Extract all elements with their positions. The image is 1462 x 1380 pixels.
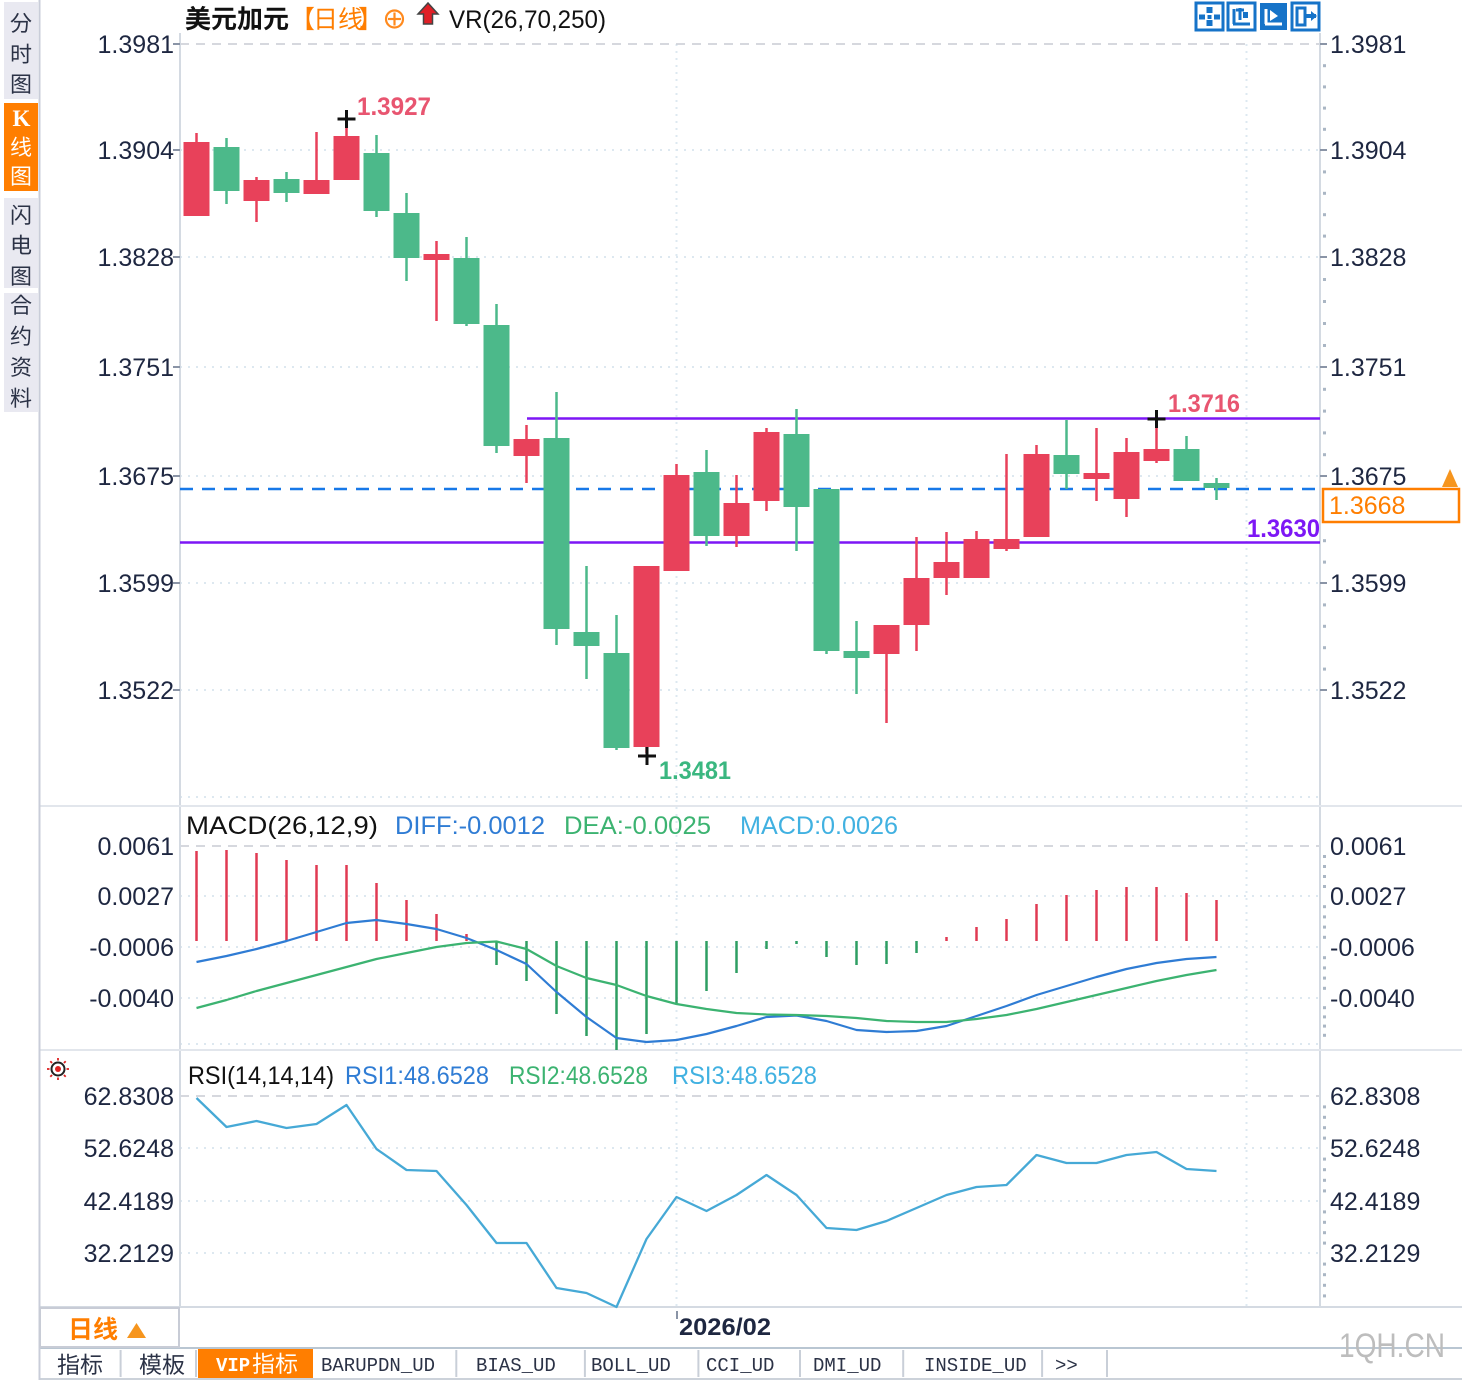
svg-text:0.0061: 0.0061	[98, 833, 174, 861]
svg-text:RSI2:48.6528: RSI2:48.6528	[509, 1062, 648, 1090]
svg-text:1.3668: 1.3668	[1329, 492, 1405, 520]
svg-text:K: K	[13, 106, 31, 131]
svg-text:1.3630: 1.3630	[1247, 515, 1320, 543]
svg-text:1.3522: 1.3522	[1330, 677, 1406, 705]
svg-text:52.6248: 52.6248	[1330, 1135, 1420, 1163]
svg-text:CCI_UD: CCI_UD	[706, 1355, 774, 1377]
svg-text:BARUPDN_UD: BARUPDN_UD	[321, 1355, 435, 1377]
svg-text:1.3751: 1.3751	[98, 354, 174, 382]
svg-text:42.4189: 42.4189	[1330, 1188, 1420, 1216]
svg-text:1.3522: 1.3522	[98, 677, 174, 705]
svg-text:>>: >>	[1055, 1355, 1078, 1377]
svg-text:MACD(26,12,9): MACD(26,12,9)	[186, 812, 378, 840]
svg-text:1.3675: 1.3675	[98, 463, 174, 491]
svg-text:52.6248: 52.6248	[84, 1135, 174, 1163]
svg-text:VIP: VIP	[216, 1355, 250, 1377]
svg-text:32.2129: 32.2129	[84, 1240, 174, 1268]
svg-text:0.0027: 0.0027	[98, 883, 174, 911]
svg-text:0.0027: 0.0027	[1330, 883, 1406, 911]
svg-text:0.0061: 0.0061	[1330, 833, 1406, 861]
svg-text:1.3751: 1.3751	[1330, 354, 1406, 382]
svg-text:-0.0006: -0.0006	[1330, 934, 1415, 962]
svg-text:-0.0040: -0.0040	[89, 985, 174, 1013]
svg-text:RSI1:48.6528: RSI1:48.6528	[345, 1062, 489, 1090]
svg-text:1.3599: 1.3599	[1330, 570, 1406, 598]
svg-text:DMI_UD: DMI_UD	[813, 1355, 881, 1377]
svg-text:1.3716: 1.3716	[1168, 390, 1240, 418]
svg-text:-0.0040: -0.0040	[1330, 985, 1415, 1013]
svg-text:1.3675: 1.3675	[1330, 463, 1406, 491]
svg-text:BIAS_UD: BIAS_UD	[476, 1355, 556, 1377]
svg-text:62.8308: 62.8308	[1330, 1083, 1420, 1111]
svg-text:32.2129: 32.2129	[1330, 1240, 1420, 1268]
svg-text:BOLL_UD: BOLL_UD	[591, 1355, 671, 1377]
svg-text:2026/02: 2026/02	[679, 1314, 771, 1341]
svg-text:DEA:-0.0025: DEA:-0.0025	[564, 812, 711, 840]
svg-text:1QH.CN: 1QH.CN	[1339, 1327, 1445, 1365]
svg-text:MACD:0.0026: MACD:0.0026	[740, 812, 898, 840]
svg-text:1.3904: 1.3904	[98, 137, 175, 165]
svg-text:1.3828: 1.3828	[98, 244, 174, 272]
svg-text:1.3904: 1.3904	[1330, 137, 1407, 165]
svg-text:RSI(14,14,14): RSI(14,14,14)	[188, 1062, 334, 1090]
svg-text:62.8308: 62.8308	[84, 1083, 174, 1111]
svg-text:1.3828: 1.3828	[1330, 244, 1406, 272]
svg-text:1.3481: 1.3481	[659, 757, 731, 785]
svg-text:DIFF:-0.0012: DIFF:-0.0012	[395, 812, 545, 840]
svg-text:VR(26,70,250): VR(26,70,250)	[449, 6, 606, 34]
svg-text:1.3599: 1.3599	[98, 570, 174, 598]
svg-text:-0.0006: -0.0006	[89, 934, 174, 962]
svg-text:42.4189: 42.4189	[84, 1188, 174, 1216]
svg-text:RSI3:48.6528: RSI3:48.6528	[672, 1062, 817, 1090]
svg-text:1.3927: 1.3927	[357, 93, 431, 121]
svg-text:1.3981: 1.3981	[98, 31, 174, 59]
svg-text:1.3981: 1.3981	[1330, 31, 1406, 59]
svg-text:INSIDE_UD: INSIDE_UD	[924, 1355, 1027, 1377]
